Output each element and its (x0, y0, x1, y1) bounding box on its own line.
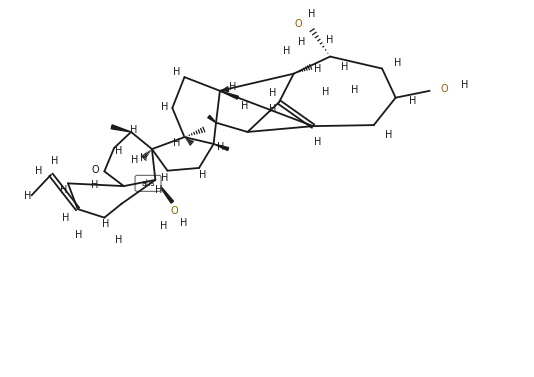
Text: H: H (309, 9, 316, 19)
Text: H: H (173, 138, 180, 148)
Text: H: H (199, 170, 206, 180)
Text: abs: abs (142, 179, 155, 188)
Text: H: H (269, 104, 277, 114)
Text: H: H (321, 87, 329, 97)
Polygon shape (111, 125, 131, 132)
Text: H: H (60, 185, 68, 195)
Text: H: H (315, 137, 321, 147)
Text: H: H (315, 64, 321, 74)
Text: H: H (282, 46, 290, 56)
Text: H: H (35, 166, 43, 176)
Text: H: H (160, 221, 168, 230)
Text: O: O (171, 206, 178, 216)
Text: H: H (130, 125, 137, 135)
FancyBboxPatch shape (135, 175, 161, 192)
Text: H: H (102, 219, 109, 230)
Text: H: H (91, 180, 98, 190)
Text: H: H (140, 153, 147, 162)
Text: H: H (395, 58, 402, 68)
Text: H: H (299, 37, 305, 47)
Text: H: H (341, 62, 348, 72)
Text: H: H (154, 185, 162, 195)
Text: H: H (229, 83, 237, 92)
Text: H: H (75, 230, 83, 240)
Text: H: H (326, 35, 334, 46)
Text: H: H (384, 130, 392, 140)
Text: H: H (217, 142, 225, 152)
Text: H: H (161, 173, 169, 183)
Text: H: H (351, 85, 358, 95)
Polygon shape (214, 144, 229, 150)
Text: H: H (269, 87, 277, 98)
Text: H: H (409, 96, 417, 106)
Text: H: H (172, 67, 180, 77)
Polygon shape (208, 115, 216, 123)
Text: H: H (51, 156, 58, 166)
Text: O: O (441, 84, 448, 94)
Text: H: H (25, 191, 32, 201)
Text: H: H (461, 80, 469, 90)
Polygon shape (155, 180, 174, 203)
Text: H: H (180, 218, 187, 228)
Text: H: H (115, 235, 123, 245)
Text: H: H (115, 146, 122, 156)
Text: H: H (241, 101, 249, 110)
Text: O: O (91, 166, 99, 175)
Text: H: H (131, 155, 139, 166)
Polygon shape (220, 91, 238, 99)
Text: H: H (161, 102, 169, 112)
Text: O: O (295, 19, 302, 29)
Text: H: H (62, 213, 69, 223)
